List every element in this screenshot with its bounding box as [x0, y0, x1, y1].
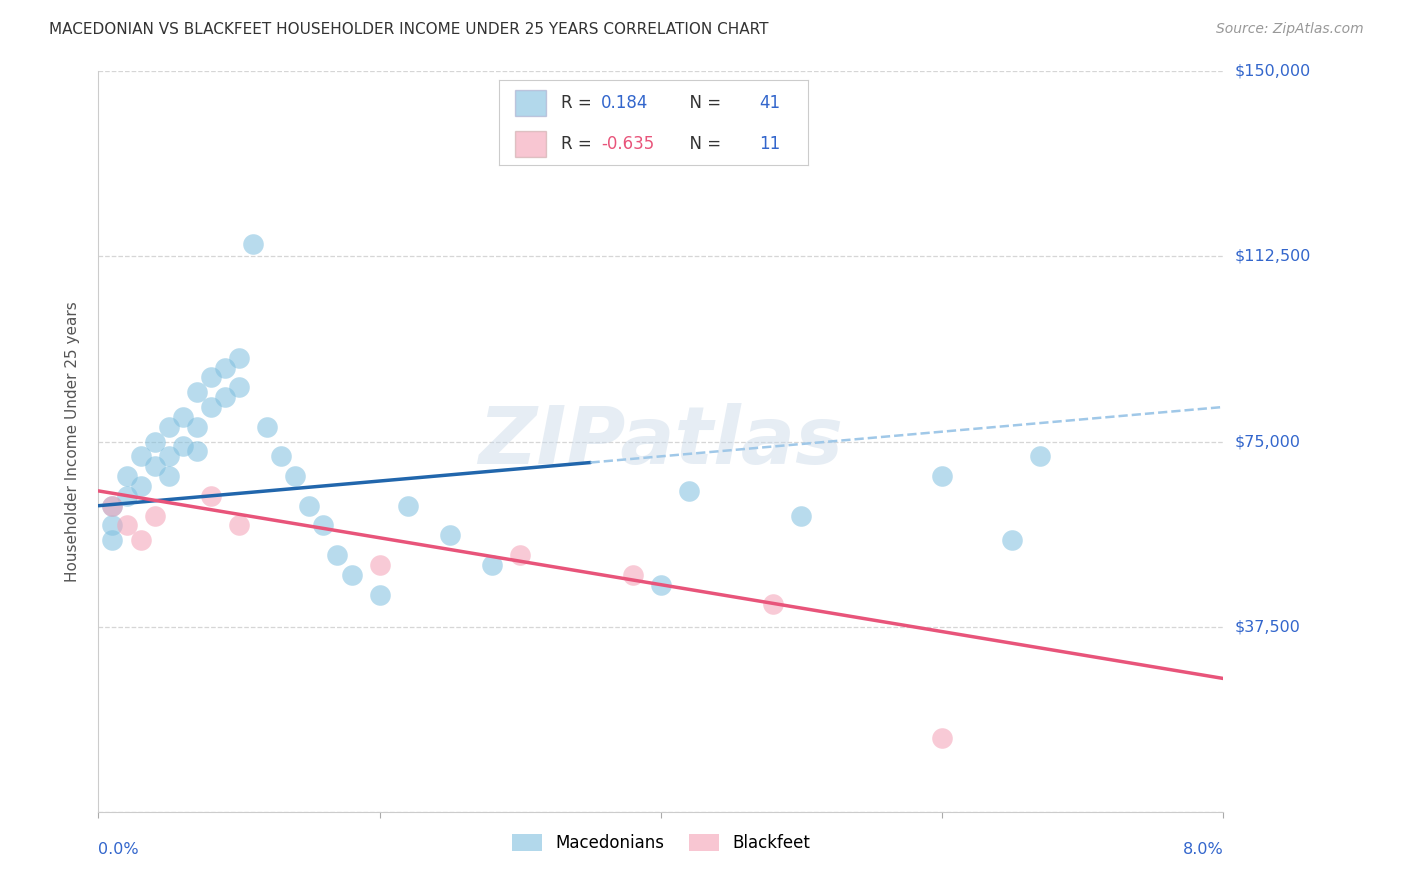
Point — [200, 370, 222, 384]
Text: $112,500: $112,500 — [1234, 249, 1310, 264]
Point — [790, 508, 813, 523]
Text: 11: 11 — [759, 135, 780, 153]
Point — [214, 390, 236, 404]
Text: $150,000: $150,000 — [1234, 64, 1310, 78]
Point — [931, 731, 953, 745]
Text: N =: N = — [679, 95, 725, 112]
Point — [129, 450, 152, 464]
Text: 41: 41 — [759, 95, 780, 112]
Point — [481, 558, 503, 572]
Point — [115, 489, 138, 503]
Point — [157, 469, 180, 483]
Text: N =: N = — [679, 135, 725, 153]
Text: ZIPatlas: ZIPatlas — [478, 402, 844, 481]
Point — [1029, 450, 1052, 464]
Point — [368, 558, 391, 572]
Point — [172, 409, 194, 424]
Point — [228, 518, 250, 533]
Y-axis label: Householder Income Under 25 years: Householder Income Under 25 years — [65, 301, 80, 582]
Text: R =: R = — [561, 95, 598, 112]
Point — [1001, 533, 1024, 548]
Point — [931, 469, 953, 483]
Point — [270, 450, 292, 464]
Text: 0.184: 0.184 — [602, 95, 648, 112]
Point — [143, 434, 166, 449]
Point — [284, 469, 307, 483]
Point — [157, 450, 180, 464]
Text: $75,000: $75,000 — [1234, 434, 1301, 449]
FancyBboxPatch shape — [515, 131, 546, 157]
Point — [228, 380, 250, 394]
Point — [115, 469, 138, 483]
Text: $37,500: $37,500 — [1234, 619, 1301, 634]
Point — [439, 528, 461, 542]
Point — [200, 489, 222, 503]
Point — [396, 499, 419, 513]
Point — [312, 518, 335, 533]
Point — [200, 400, 222, 414]
Point — [678, 483, 700, 498]
Point — [129, 533, 152, 548]
Point — [214, 360, 236, 375]
Point — [115, 518, 138, 533]
Point — [101, 533, 124, 548]
Point — [101, 499, 124, 513]
Point — [650, 577, 672, 591]
Point — [186, 385, 208, 400]
Point — [340, 567, 363, 582]
Point — [242, 237, 264, 252]
Point — [256, 419, 278, 434]
Point — [143, 508, 166, 523]
Point — [228, 351, 250, 365]
Text: 0.0%: 0.0% — [98, 842, 139, 857]
Text: R =: R = — [561, 135, 598, 153]
Point — [143, 459, 166, 474]
Text: MACEDONIAN VS BLACKFEET HOUSEHOLDER INCOME UNDER 25 YEARS CORRELATION CHART: MACEDONIAN VS BLACKFEET HOUSEHOLDER INCO… — [49, 22, 769, 37]
Point — [157, 419, 180, 434]
Legend: Macedonians, Blackfeet: Macedonians, Blackfeet — [505, 828, 817, 859]
Point — [129, 479, 152, 493]
Point — [172, 440, 194, 454]
Text: Source: ZipAtlas.com: Source: ZipAtlas.com — [1216, 22, 1364, 37]
Point — [621, 567, 644, 582]
Text: -0.635: -0.635 — [602, 135, 654, 153]
Point — [762, 598, 785, 612]
Point — [509, 548, 531, 562]
Point — [101, 518, 124, 533]
Point — [298, 499, 321, 513]
Point — [326, 548, 349, 562]
Text: 8.0%: 8.0% — [1182, 842, 1223, 857]
Point — [368, 588, 391, 602]
Point — [186, 444, 208, 458]
Point — [186, 419, 208, 434]
Point — [101, 499, 124, 513]
FancyBboxPatch shape — [515, 90, 546, 116]
